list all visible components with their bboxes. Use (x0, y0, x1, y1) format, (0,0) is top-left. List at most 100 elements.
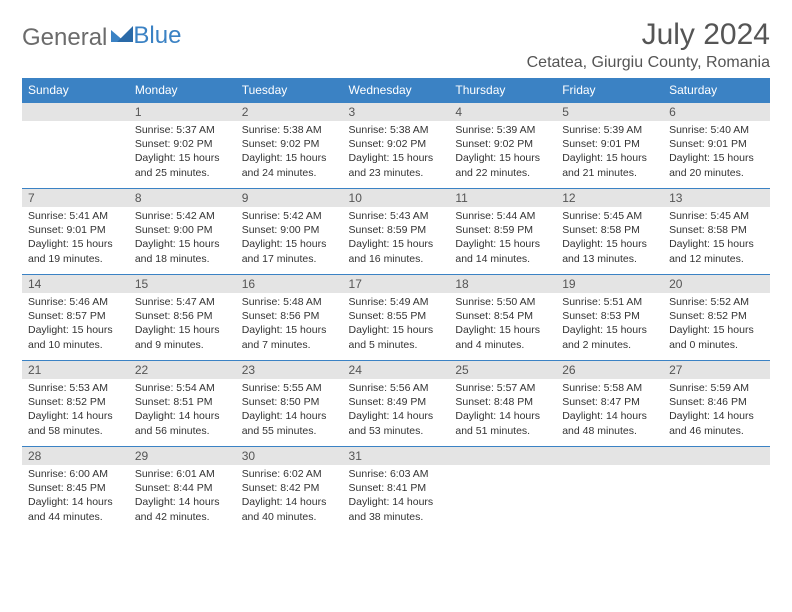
weekday-header: Wednesday (343, 78, 450, 103)
sunset-text: Sunset: 9:01 PM (669, 137, 764, 151)
day-details: Sunrise: 5:46 AMSunset: 8:57 PMDaylight:… (22, 293, 129, 356)
day-number: 28 (22, 447, 129, 465)
day-number: 24 (343, 361, 450, 379)
location: Cetatea, Giurgiu County, Romania (527, 54, 770, 72)
weekday-header: Sunday (22, 78, 129, 103)
calendar-day: 20Sunrise: 5:52 AMSunset: 8:52 PMDayligh… (663, 275, 770, 361)
calendar-day: 15Sunrise: 5:47 AMSunset: 8:56 PMDayligh… (129, 275, 236, 361)
sunset-text: Sunset: 8:41 PM (349, 481, 444, 495)
weekday-header: Saturday (663, 78, 770, 103)
day-number: 17 (343, 275, 450, 293)
calendar-day (22, 103, 129, 189)
calendar-day: 27Sunrise: 5:59 AMSunset: 8:46 PMDayligh… (663, 361, 770, 447)
sunrise-text: Sunrise: 5:55 AM (242, 381, 337, 395)
day-details: Sunrise: 5:43 AMSunset: 8:59 PMDaylight:… (343, 207, 450, 270)
calendar-day: 18Sunrise: 5:50 AMSunset: 8:54 PMDayligh… (449, 275, 556, 361)
sunset-text: Sunset: 8:59 PM (349, 223, 444, 237)
day-details: Sunrise: 5:53 AMSunset: 8:52 PMDaylight:… (22, 379, 129, 442)
day-details: Sunrise: 5:45 AMSunset: 8:58 PMDaylight:… (556, 207, 663, 270)
calendar-header: Sunday Monday Tuesday Wednesday Thursday… (22, 78, 770, 103)
month-title: July 2024 (527, 18, 770, 52)
day-details: Sunrise: 5:45 AMSunset: 8:58 PMDaylight:… (663, 207, 770, 270)
sunrise-text: Sunrise: 5:47 AM (135, 295, 230, 309)
day-number: 18 (449, 275, 556, 293)
day-details: Sunrise: 5:56 AMSunset: 8:49 PMDaylight:… (343, 379, 450, 442)
day-number: 10 (343, 189, 450, 207)
daylight-text: Daylight: 15 hours and 14 minutes. (455, 237, 550, 265)
calendar-day: 29Sunrise: 6:01 AMSunset: 8:44 PMDayligh… (129, 447, 236, 533)
sunset-text: Sunset: 9:02 PM (455, 137, 550, 151)
sunrise-text: Sunrise: 5:57 AM (455, 381, 550, 395)
calendar-day: 16Sunrise: 5:48 AMSunset: 8:56 PMDayligh… (236, 275, 343, 361)
sunset-text: Sunset: 8:44 PM (135, 481, 230, 495)
day-details: Sunrise: 5:38 AMSunset: 9:02 PMDaylight:… (236, 121, 343, 184)
calendar-week: 7Sunrise: 5:41 AMSunset: 9:01 PMDaylight… (22, 189, 770, 275)
calendar-day: 26Sunrise: 5:58 AMSunset: 8:47 PMDayligh… (556, 361, 663, 447)
sunset-text: Sunset: 8:49 PM (349, 395, 444, 409)
sunrise-text: Sunrise: 5:37 AM (135, 123, 230, 137)
daylight-text: Daylight: 15 hours and 17 minutes. (242, 237, 337, 265)
sunset-text: Sunset: 8:52 PM (669, 309, 764, 323)
sunset-text: Sunset: 8:56 PM (242, 309, 337, 323)
day-details: Sunrise: 6:01 AMSunset: 8:44 PMDaylight:… (129, 465, 236, 528)
day-number: 23 (236, 361, 343, 379)
day-details: Sunrise: 6:03 AMSunset: 8:41 PMDaylight:… (343, 465, 450, 528)
calendar-day: 11Sunrise: 5:44 AMSunset: 8:59 PMDayligh… (449, 189, 556, 275)
day-number: 1 (129, 103, 236, 121)
daylight-text: Daylight: 14 hours and 40 minutes. (242, 495, 337, 523)
day-details: Sunrise: 5:52 AMSunset: 8:52 PMDaylight:… (663, 293, 770, 356)
daylight-text: Daylight: 15 hours and 25 minutes. (135, 151, 230, 179)
day-details: Sunrise: 5:39 AMSunset: 9:02 PMDaylight:… (449, 121, 556, 184)
sunrise-text: Sunrise: 5:40 AM (669, 123, 764, 137)
sunrise-text: Sunrise: 5:59 AM (669, 381, 764, 395)
day-number: 8 (129, 189, 236, 207)
day-number: 14 (22, 275, 129, 293)
sunset-text: Sunset: 8:53 PM (562, 309, 657, 323)
sunset-text: Sunset: 9:02 PM (135, 137, 230, 151)
sunrise-text: Sunrise: 5:53 AM (28, 381, 123, 395)
sunrise-text: Sunrise: 5:49 AM (349, 295, 444, 309)
logo-triangle-icon (111, 21, 133, 49)
daylight-text: Daylight: 15 hours and 19 minutes. (28, 237, 123, 265)
calendar-day: 7Sunrise: 5:41 AMSunset: 9:01 PMDaylight… (22, 189, 129, 275)
calendar-week: 28Sunrise: 6:00 AMSunset: 8:45 PMDayligh… (22, 447, 770, 533)
calendar-day: 14Sunrise: 5:46 AMSunset: 8:57 PMDayligh… (22, 275, 129, 361)
day-number: 12 (556, 189, 663, 207)
sunrise-text: Sunrise: 5:44 AM (455, 209, 550, 223)
daylight-text: Daylight: 14 hours and 55 minutes. (242, 409, 337, 437)
daylight-text: Daylight: 15 hours and 7 minutes. (242, 323, 337, 351)
calendar-day: 1 Sunrise: 5:37 AMSunset: 9:02 PMDaylight… (129, 103, 236, 189)
day-number: 26 (556, 361, 663, 379)
daylight-text: Daylight: 14 hours and 51 minutes. (455, 409, 550, 437)
day-details: Sunrise: 5:51 AMSunset: 8:53 PMDaylight:… (556, 293, 663, 356)
daylight-text: Daylight: 14 hours and 44 minutes. (28, 495, 123, 523)
daylight-text: Daylight: 15 hours and 18 minutes. (135, 237, 230, 265)
sunset-text: Sunset: 8:58 PM (669, 223, 764, 237)
sunset-text: Sunset: 9:00 PM (242, 223, 337, 237)
day-number: 11 (449, 189, 556, 207)
empty-day (556, 447, 663, 465)
sunrise-text: Sunrise: 5:45 AM (562, 209, 657, 223)
sunset-text: Sunset: 8:52 PM (28, 395, 123, 409)
calendar-day: 2Sunrise: 5:38 AMSunset: 9:02 PMDaylight… (236, 103, 343, 189)
daylight-text: Daylight: 15 hours and 4 minutes. (455, 323, 550, 351)
sunset-text: Sunset: 8:56 PM (135, 309, 230, 323)
calendar-day: 3Sunrise: 5:38 AMSunset: 9:02 PMDaylight… (343, 103, 450, 189)
day-number: 27 (663, 361, 770, 379)
sunrise-text: Sunrise: 5:39 AM (455, 123, 550, 137)
logo-text-gray: General (22, 24, 107, 52)
sunset-text: Sunset: 8:48 PM (455, 395, 550, 409)
daylight-text: Daylight: 14 hours and 42 minutes. (135, 495, 230, 523)
weekday-header: Monday (129, 78, 236, 103)
day-details: Sunrise: 5:41 AMSunset: 9:01 PMDaylight:… (22, 207, 129, 270)
calendar-day: 22Sunrise: 5:54 AMSunset: 8:51 PMDayligh… (129, 361, 236, 447)
daylight-text: Daylight: 15 hours and 24 minutes. (242, 151, 337, 179)
sunset-text: Sunset: 9:02 PM (242, 137, 337, 151)
daylight-text: Daylight: 15 hours and 20 minutes. (669, 151, 764, 179)
title-block: July 2024 Cetatea, Giurgiu County, Roman… (527, 18, 770, 72)
daylight-text: Daylight: 14 hours and 46 minutes. (669, 409, 764, 437)
calendar-week: 14Sunrise: 5:46 AMSunset: 8:57 PMDayligh… (22, 275, 770, 361)
daylight-text: Daylight: 15 hours and 12 minutes. (669, 237, 764, 265)
sunrise-text: Sunrise: 5:48 AM (242, 295, 337, 309)
sunrise-text: Sunrise: 5:39 AM (562, 123, 657, 137)
